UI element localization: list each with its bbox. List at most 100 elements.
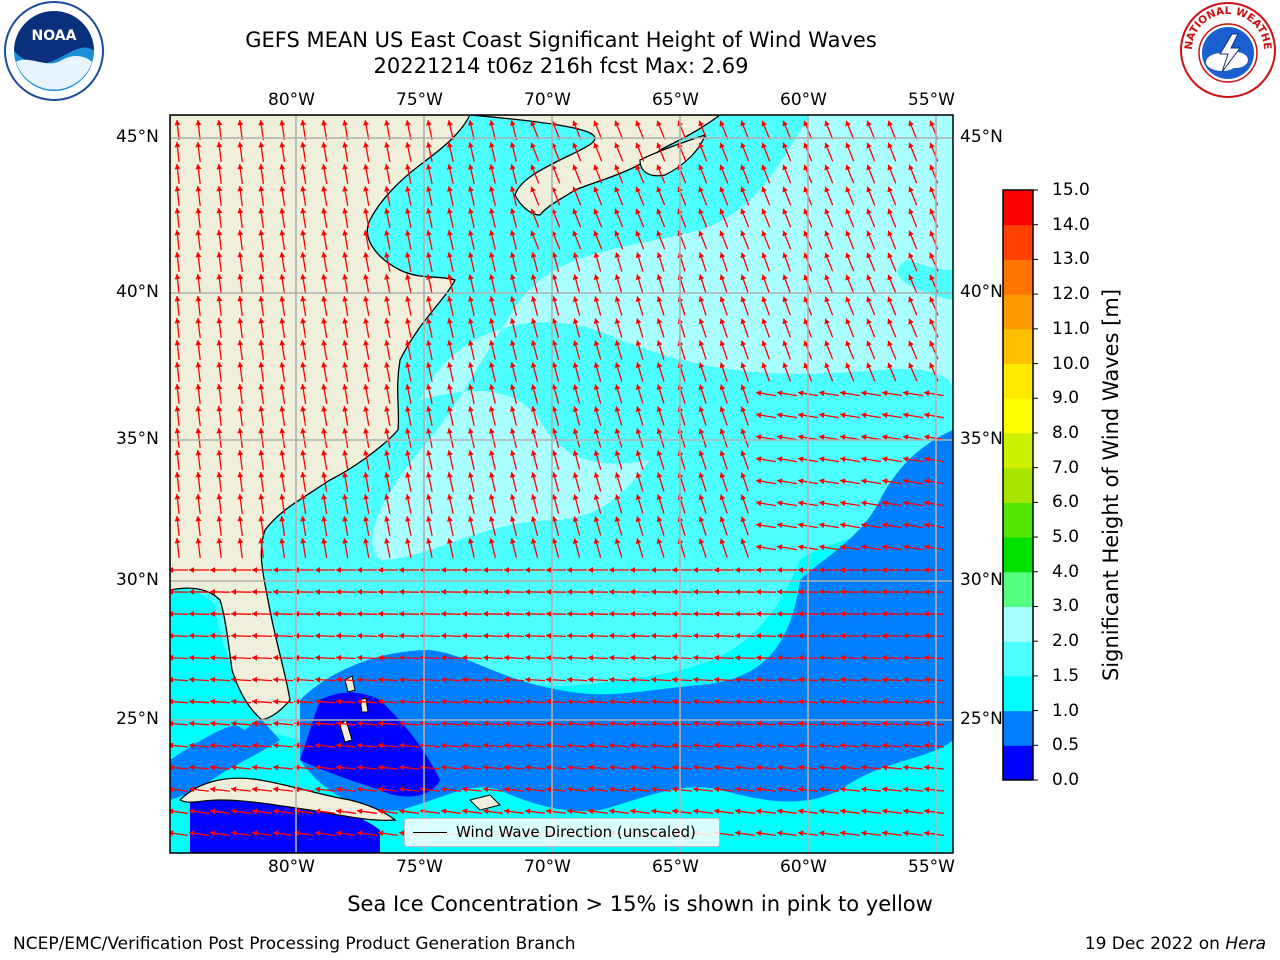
wave-direction-arrowhead <box>740 340 747 347</box>
map-legend: Wind Wave Direction (unscaled) <box>404 818 720 847</box>
wave-direction-arrowhead <box>651 808 657 815</box>
wave-direction-arrowhead <box>216 428 223 434</box>
wave-direction-arrowhead <box>174 164 181 170</box>
wave-direction-arrowhead <box>504 632 510 639</box>
wave-direction-arrowhead <box>300 164 307 170</box>
wave-direction-arrowhead <box>405 142 411 148</box>
wave-direction-arrowhead <box>630 588 635 595</box>
wave-direction-arrowhead <box>216 164 223 170</box>
wave-direction-arrowhead <box>174 252 181 258</box>
wave-direction-arrowhead <box>237 494 244 500</box>
wave-direction-arrowhead <box>777 720 783 727</box>
wave-direction-arrowhead <box>321 494 328 500</box>
wave-direction-arrowhead <box>924 786 930 793</box>
wave-direction-arrowhead <box>824 362 830 369</box>
wave-direction-arrowhead <box>216 142 223 148</box>
wave-direction-arrowhead <box>252 830 258 837</box>
wave-direction-arrowhead <box>567 676 573 683</box>
wave-direction-arrowhead <box>609 588 614 595</box>
wave-direction-arrowhead <box>887 340 893 347</box>
wave-direction-arrowhead <box>384 340 390 346</box>
wave-direction-arrowhead <box>908 318 914 325</box>
wave-direction-arrowhead <box>714 588 719 595</box>
wave-direction-arrowhead <box>405 318 411 324</box>
wave-direction-arrowhead <box>593 516 600 522</box>
wave-direction-arrowhead <box>252 654 258 661</box>
wave-direction-arrowhead <box>530 450 537 456</box>
wave-direction-arrowhead <box>378 610 384 617</box>
wave-direction-arrowhead <box>237 230 244 236</box>
wave-direction-arrowhead <box>635 142 641 149</box>
wave-direction-arrowhead <box>300 450 307 456</box>
wave-direction-arrowhead <box>929 362 935 369</box>
wave-direction-arrowhead <box>882 412 888 419</box>
wave-direction-arrowhead <box>798 478 804 485</box>
wave-direction-arrowhead <box>189 786 195 793</box>
wave-direction-arrowhead <box>845 208 851 215</box>
wave-direction-arrowhead <box>593 164 599 171</box>
wave-direction-arrowhead <box>216 208 223 214</box>
wave-direction-arrowhead <box>782 318 789 325</box>
wave-direction-arrowhead <box>740 516 747 523</box>
wave-direction-arrowhead <box>216 362 223 368</box>
wave-direction-arrowhead <box>803 230 809 237</box>
wave-direction-arrowhead <box>924 544 930 551</box>
wave-direction-arrowhead <box>258 230 265 236</box>
wave-direction-arrowhead <box>840 764 846 771</box>
wave-direction-arrowhead <box>321 296 328 302</box>
wave-direction-arrowhead <box>782 120 788 127</box>
wave-direction-arrowhead <box>824 120 830 127</box>
wave-direction-arrowhead <box>174 450 181 456</box>
wave-direction-arrowhead <box>216 384 223 390</box>
wave-direction-arrowhead <box>279 538 286 544</box>
wave-direction-arrowhead <box>840 456 846 463</box>
wave-direction-arrowhead <box>530 252 537 258</box>
wave-direction-arrowhead <box>630 567 635 573</box>
wave-direction-arrowhead <box>279 516 286 522</box>
wave-direction-arrowhead <box>756 544 762 551</box>
wave-direction-arrowhead <box>572 318 579 324</box>
wave-direction-arrowhead <box>861 434 867 441</box>
wave-direction-arrowhead <box>525 698 531 705</box>
wave-direction-arrowhead <box>656 208 662 215</box>
wave-direction-arrowhead <box>378 632 384 639</box>
wave-direction-arrowhead <box>336 588 341 595</box>
wave-direction-arrowhead <box>761 296 768 303</box>
wave-direction-arrowhead <box>300 494 307 500</box>
wave-direction-arrowhead <box>861 456 867 463</box>
wave-direction-arrowhead <box>258 186 265 192</box>
wave-direction-arrowhead <box>719 120 725 127</box>
wave-direction-arrowhead <box>567 764 573 771</box>
wave-direction-arrowhead <box>656 516 663 523</box>
wave-direction-arrowhead <box>210 610 216 617</box>
wave-direction-arrowhead <box>798 588 803 595</box>
wave-direction-arrowhead <box>342 516 349 522</box>
wave-direction-arrowhead <box>321 472 328 478</box>
wave-direction-arrowhead <box>761 252 768 259</box>
wave-direction-arrowhead <box>357 567 362 573</box>
wave-direction-arrowhead <box>614 208 620 215</box>
wave-direction-arrowhead <box>315 632 321 639</box>
wave-direction-arrowhead <box>231 698 237 705</box>
wave-direction-arrowhead <box>525 742 531 749</box>
wave-direction-arrowhead <box>908 142 914 149</box>
colorbar-tick-label: 14.0 <box>1052 214 1090 235</box>
lat-label-right-45n: 45°N <box>960 127 1003 147</box>
wave-direction-arrowhead <box>840 390 846 397</box>
wave-direction-arrowhead <box>447 450 453 456</box>
wave-direction-arrowhead <box>504 654 510 661</box>
wave-direction-arrowhead <box>321 428 328 434</box>
wave-direction-arrowhead <box>593 450 600 456</box>
wave-direction-arrowhead <box>572 450 579 456</box>
wave-direction-arrowhead <box>342 252 349 258</box>
wave-direction-arrowhead <box>866 252 872 259</box>
wave-direction-arrowhead <box>378 808 384 815</box>
wave-direction-arrowhead <box>405 296 411 302</box>
wave-direction-arrowhead <box>756 434 762 441</box>
wave-direction-arrowhead <box>525 654 531 661</box>
wave-direction-arrowhead <box>551 450 558 456</box>
wave-direction-arrowhead <box>237 186 244 192</box>
sea-ice-note: Sea Ice Concentration > 15% is shown in … <box>347 892 933 916</box>
wave-direction-arrowhead <box>924 720 930 727</box>
wave-direction-arrowhead <box>840 808 846 815</box>
